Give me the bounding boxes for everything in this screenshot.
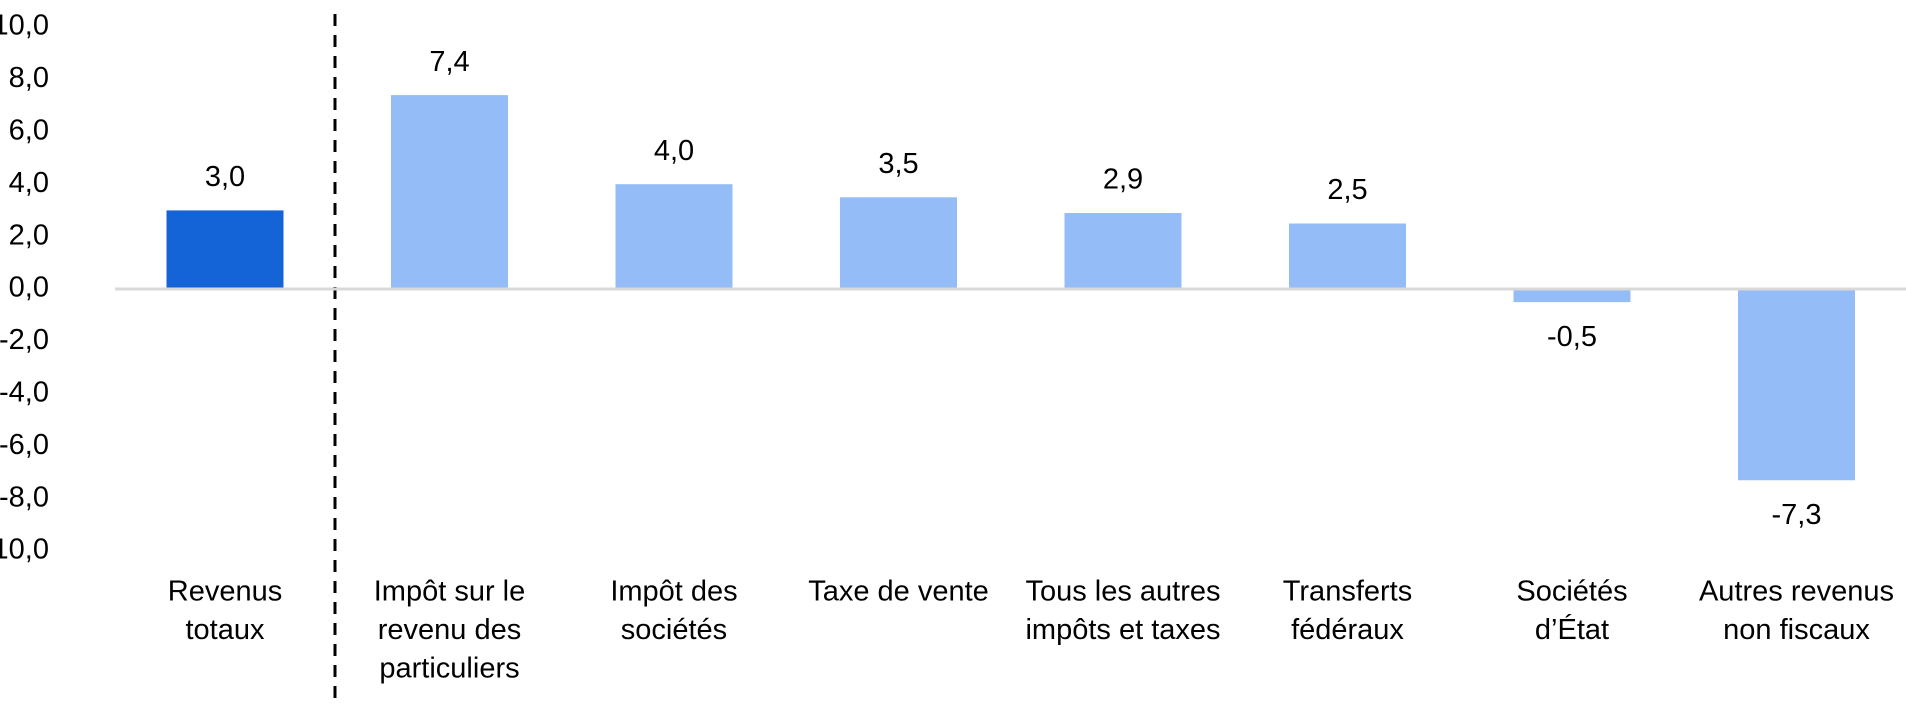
data-label: 4,0 xyxy=(654,135,694,167)
y-tick-label: -2,0 xyxy=(0,324,49,356)
x-tick-label: fédéraux xyxy=(1291,614,1404,646)
bar xyxy=(1738,289,1855,481)
x-tick-label: Sociétés xyxy=(1516,576,1627,608)
y-tick-label: -10,0 xyxy=(0,534,49,566)
bar xyxy=(615,184,733,289)
data-label: 3,5 xyxy=(878,148,918,180)
bar xyxy=(166,210,284,289)
y-tick-label: 10,0 xyxy=(0,10,49,42)
x-tick-label: impôts et taxes xyxy=(1025,614,1220,646)
y-tick-label: 4,0 xyxy=(9,167,49,199)
x-tick-label: Autres revenus xyxy=(1699,576,1894,608)
bar xyxy=(1064,213,1182,289)
data-label: 3,0 xyxy=(205,161,245,193)
x-tick-label: d’État xyxy=(1535,613,1609,646)
x-tick-label: Taxe de vente xyxy=(808,576,989,608)
y-tick-label: -4,0 xyxy=(0,376,49,408)
x-tick-label: particuliers xyxy=(379,653,519,685)
data-label: 2,5 xyxy=(1327,174,1367,206)
bar xyxy=(391,95,508,290)
data-label: -7,3 xyxy=(1772,499,1822,531)
bar xyxy=(1289,223,1406,289)
data-label: 7,4 xyxy=(429,46,469,78)
x-tick-label: revenu des xyxy=(378,614,522,646)
y-tick-label: -6,0 xyxy=(0,429,49,461)
x-tick-label: Revenus xyxy=(168,576,282,608)
bar xyxy=(840,197,957,289)
y-tick-label: 8,0 xyxy=(9,62,49,94)
x-tick-label: non fiscaux xyxy=(1723,614,1870,646)
bar xyxy=(1513,289,1631,303)
x-tick-label: Impôt sur le xyxy=(374,576,526,608)
data-label: -0,5 xyxy=(1547,321,1597,353)
y-tick-label: -8,0 xyxy=(0,481,49,513)
data-label: 2,9 xyxy=(1103,164,1143,196)
x-tick-label: Tous les autres xyxy=(1025,576,1220,608)
x-tick-label: totaux xyxy=(186,614,265,646)
x-tick-label: Transferts xyxy=(1283,576,1412,608)
x-tick-label: Impôt des xyxy=(610,576,737,608)
x-tick-label: sociétés xyxy=(621,614,727,646)
y-tick-label: 6,0 xyxy=(9,114,49,146)
y-tick-label: 0,0 xyxy=(9,272,49,304)
y-tick-label: 2,0 xyxy=(9,219,49,251)
